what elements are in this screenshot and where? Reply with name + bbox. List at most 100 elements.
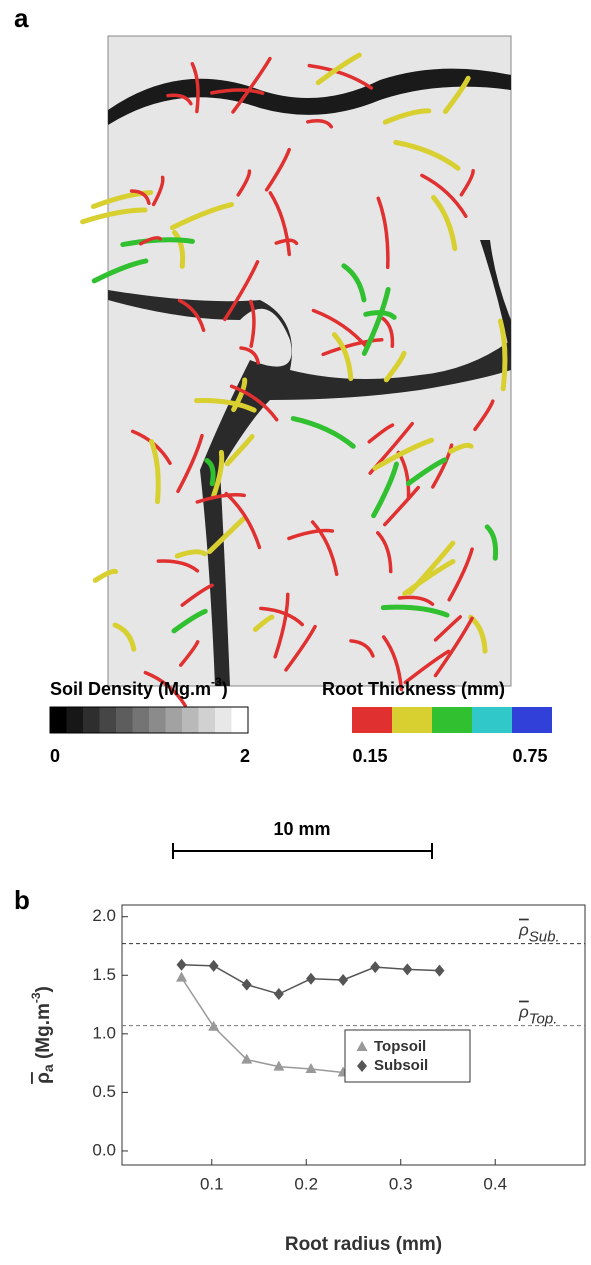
root	[287, 528, 335, 541]
root	[367, 423, 395, 444]
legend-label: Topsoil	[374, 1038, 426, 1055]
root	[311, 308, 369, 350]
root	[433, 615, 462, 642]
colorbar-min: 0.15	[352, 746, 387, 766]
root	[431, 443, 454, 489]
root	[174, 549, 208, 559]
root	[448, 442, 474, 454]
root	[193, 397, 257, 413]
y-tick-label: 0.0	[92, 1140, 116, 1159]
root	[341, 263, 367, 303]
marker	[241, 1053, 253, 1064]
marker	[356, 1041, 368, 1051]
marker	[273, 1060, 285, 1071]
x-tick-label: 0.1	[200, 1174, 224, 1193]
root	[80, 207, 148, 225]
x-tick-label: 0.4	[483, 1174, 507, 1193]
root	[190, 62, 200, 114]
ct-image	[80, 35, 512, 708]
soil-colorbar	[49, 706, 249, 734]
colorbar-step	[99, 707, 116, 733]
root	[321, 338, 384, 357]
crack	[108, 290, 511, 686]
root	[433, 616, 474, 678]
legend-label: Subsoil	[374, 1057, 428, 1074]
colorbar-step	[182, 707, 199, 733]
title-end: )	[222, 679, 228, 699]
colorbar-step	[352, 707, 392, 733]
colorbar-min: 0	[50, 746, 60, 766]
root	[177, 298, 206, 333]
colorbar-max: 0.75	[512, 746, 547, 766]
reference-sub: Top.	[529, 1011, 558, 1028]
root	[169, 202, 235, 231]
colorbar-step	[66, 707, 83, 733]
root	[484, 524, 499, 561]
root	[264, 147, 291, 192]
root	[112, 622, 137, 652]
chart: 0.0 0.5 1.0 1.5 2.0 0.1 0.2 0.3 0.4 Root radius (…	[29, 904, 586, 1255]
root	[361, 286, 391, 356]
x-tick-label: 0.3	[389, 1174, 413, 1193]
root	[91, 258, 149, 284]
root	[129, 189, 151, 205]
colorbar-step	[512, 707, 552, 733]
marker	[370, 961, 381, 974]
root	[431, 194, 458, 252]
root	[371, 461, 399, 519]
marker	[305, 1062, 317, 1073]
y-label-part: )	[33, 986, 54, 992]
root	[284, 624, 317, 672]
root	[236, 169, 252, 197]
reference-label: ρTop.	[518, 1003, 557, 1027]
root	[224, 491, 262, 550]
root	[381, 635, 404, 692]
root	[376, 531, 393, 574]
marker	[208, 1020, 220, 1031]
root	[171, 608, 208, 634]
image-frame	[107, 35, 512, 687]
y-tick-label: 2.0	[92, 906, 116, 925]
root	[383, 350, 407, 383]
root	[381, 316, 395, 348]
root	[331, 332, 354, 382]
y-tick-label: 1.0	[92, 1023, 116, 1042]
colorbar-frame	[49, 706, 249, 734]
root	[307, 63, 374, 90]
root	[180, 583, 214, 607]
root	[207, 516, 246, 555]
root	[195, 493, 246, 504]
root	[224, 434, 255, 467]
title-sup: -3	[211, 675, 222, 689]
root	[229, 384, 279, 422]
crack	[108, 68, 511, 125]
root	[248, 299, 256, 348]
colorbar-step	[215, 707, 232, 733]
root	[211, 449, 225, 499]
scale-bar	[172, 843, 433, 859]
marker	[273, 988, 284, 1001]
root	[92, 568, 119, 583]
y-tick-label: 1.5	[92, 965, 116, 984]
root	[310, 520, 339, 577]
marker	[208, 959, 219, 972]
root	[420, 173, 468, 218]
colorbar-step	[198, 707, 215, 733]
root	[393, 139, 461, 171]
plot-frame	[121, 904, 586, 1166]
root	[90, 190, 154, 209]
y-label-part: a	[40, 1064, 56, 1072]
root	[405, 457, 448, 487]
marker	[305, 972, 316, 985]
root	[380, 604, 450, 618]
marker	[402, 963, 413, 976]
root	[383, 485, 420, 527]
colorbar-title: Root Thickness (mm)	[322, 679, 505, 699]
root	[223, 260, 260, 322]
legend-frame	[344, 1029, 471, 1083]
y-label-part: ρ	[33, 1072, 54, 1084]
root	[176, 433, 204, 494]
root	[442, 75, 471, 115]
root	[166, 93, 193, 106]
